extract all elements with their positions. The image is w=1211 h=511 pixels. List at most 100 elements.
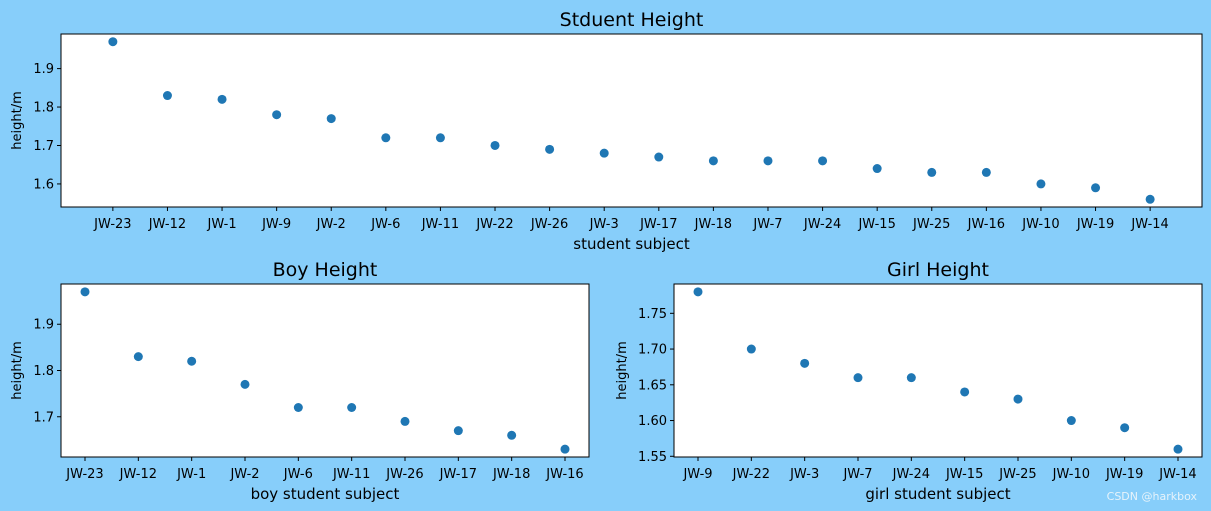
student-y-tick-label: 1.9 — [33, 62, 54, 77]
girl-x-tick-label: JW-7 — [842, 467, 872, 482]
girl-data-point — [1120, 423, 1130, 433]
student-x-tick-label: JW-25 — [912, 217, 950, 232]
student-data-point — [818, 156, 828, 166]
boy-x-tick-label: JW-12 — [119, 467, 157, 482]
watermark: CSDN @harkbox — [1106, 490, 1197, 503]
boy-data-point — [293, 403, 303, 413]
boy-x-tick-label: JW-11 — [332, 467, 370, 482]
girl-x-tick-label: JW-19 — [1105, 467, 1143, 482]
boy-y-tick-label: 1.9 — [33, 318, 54, 333]
student-data-point — [326, 114, 336, 124]
student-data-point — [599, 148, 609, 158]
student-data-point — [162, 91, 172, 101]
boy-data-point — [187, 356, 197, 366]
student-data-point — [545, 144, 555, 154]
student-data-point — [435, 133, 445, 143]
student-x-tick-label: JW-1 — [206, 217, 236, 232]
student-x-tick-label: JW-17 — [639, 217, 677, 232]
boy-y-tick-label: 1.8 — [33, 364, 54, 379]
student-x-tick-label: JW-26 — [530, 217, 568, 232]
student-chart-title: Stduent Height — [560, 9, 704, 31]
boy-data-point — [347, 403, 357, 413]
girl-x-tick-label: JW-3 — [789, 467, 819, 482]
girl-data-point — [853, 373, 863, 383]
student-data-point — [981, 167, 991, 177]
student-x-tick-label: JW-16 — [967, 217, 1005, 232]
boy-plot-area — [60, 283, 590, 458]
student-data-point — [108, 37, 118, 47]
boy-data-point — [133, 352, 143, 362]
girl-x-tick-label: JW-9 — [682, 467, 712, 482]
chart-student-height: Stduent Height student subject height/m JW-… — [10, 9, 1203, 253]
boy-x-tick-label: JW-23 — [65, 467, 103, 482]
girl-y-tick-label: 1.55 — [638, 450, 667, 465]
girl-x-tick-label: JW-15 — [945, 467, 983, 482]
girl-x-tick-label: JW-24 — [892, 467, 930, 482]
student-x-tick-label: JW-18 — [694, 217, 732, 232]
student-y-tick-label: 1.7 — [33, 139, 54, 154]
boy-x-tick-label: JW-26 — [385, 467, 423, 482]
chart-girl-height: Girl Height girl student subject height/m J… — [615, 259, 1203, 503]
student-x-tick-label: JW-24 — [803, 217, 841, 232]
boy-data-point — [507, 430, 517, 440]
girl-x-tick-label: JW-25 — [998, 467, 1036, 482]
girl-x-axis-label: girl student subject — [865, 485, 1010, 503]
student-x-tick-label: JW-2 — [316, 217, 346, 232]
boy-y-tick-label: 1.7 — [33, 410, 54, 425]
girl-y-tick-label: 1.65 — [638, 378, 667, 393]
student-data-point — [217, 94, 227, 104]
girl-y-tick-label: 1.60 — [638, 414, 667, 429]
student-data-point — [872, 164, 882, 174]
student-x-tick-label: JW-19 — [1076, 217, 1114, 232]
girl-x-tick-label: JW-14 — [1158, 467, 1196, 482]
student-x-tick-label: JW-11 — [421, 217, 459, 232]
boy-x-tick-label: JW-1 — [176, 467, 206, 482]
girl-data-point — [1013, 394, 1023, 404]
student-data-point — [927, 167, 937, 177]
student-x-tick-label: JW-12 — [148, 217, 186, 232]
student-x-tick-label: JW-14 — [1130, 217, 1168, 232]
student-data-point — [381, 133, 391, 143]
student-data-point — [272, 110, 282, 120]
student-data-point — [490, 140, 500, 150]
boy-x-tick-label: JW-18 — [492, 467, 530, 482]
boy-data-point — [453, 426, 463, 436]
student-x-tick-label: JW-15 — [857, 217, 895, 232]
student-data-point — [708, 156, 718, 166]
girl-y-tick-label: 1.75 — [638, 307, 667, 322]
girl-data-point — [906, 373, 916, 383]
student-data-point — [654, 152, 664, 162]
student-x-tick-label: JW-3 — [589, 217, 619, 232]
boy-x-tick-label: JW-2 — [229, 467, 259, 482]
girl-data-point — [1173, 444, 1183, 454]
student-y-tick-label: 1.8 — [33, 101, 54, 116]
boy-x-axis-label: boy student subject — [251, 485, 400, 503]
boy-x-tick-label: JW-16 — [545, 467, 583, 482]
chart-boy-height: Boy Height boy student subject height/m JW-… — [10, 259, 590, 503]
girl-x-tick-label: JW-10 — [1052, 467, 1090, 482]
boy-data-point — [80, 287, 90, 297]
boy-x-tick-label: JW-17 — [439, 467, 477, 482]
student-plot-area — [60, 33, 1203, 208]
student-data-point — [1145, 194, 1155, 204]
girl-data-point — [1066, 416, 1076, 426]
student-x-tick-label: JW-6 — [370, 217, 400, 232]
boy-y-axis-label: height/m — [10, 341, 25, 399]
student-data-point — [1091, 183, 1101, 193]
girl-chart-title: Girl Height — [887, 259, 989, 281]
boy-data-point — [560, 444, 570, 454]
student-x-tick-label: JW-22 — [475, 217, 513, 232]
girl-y-axis-label: height/m — [615, 341, 630, 399]
student-x-tick-label: JW-10 — [1021, 217, 1059, 232]
girl-data-point — [800, 358, 810, 368]
girl-data-point — [746, 344, 756, 354]
student-x-tick-label: JW-7 — [752, 217, 782, 232]
boy-chart-title: Boy Height — [273, 259, 378, 281]
boy-data-point — [240, 379, 250, 389]
girl-x-tick-label: JW-22 — [732, 467, 770, 482]
boy-x-tick-label: JW-6 — [283, 467, 313, 482]
student-x-axis-label: student subject — [573, 235, 690, 253]
student-data-point — [1036, 179, 1046, 189]
girl-y-tick-label: 1.70 — [638, 343, 667, 358]
